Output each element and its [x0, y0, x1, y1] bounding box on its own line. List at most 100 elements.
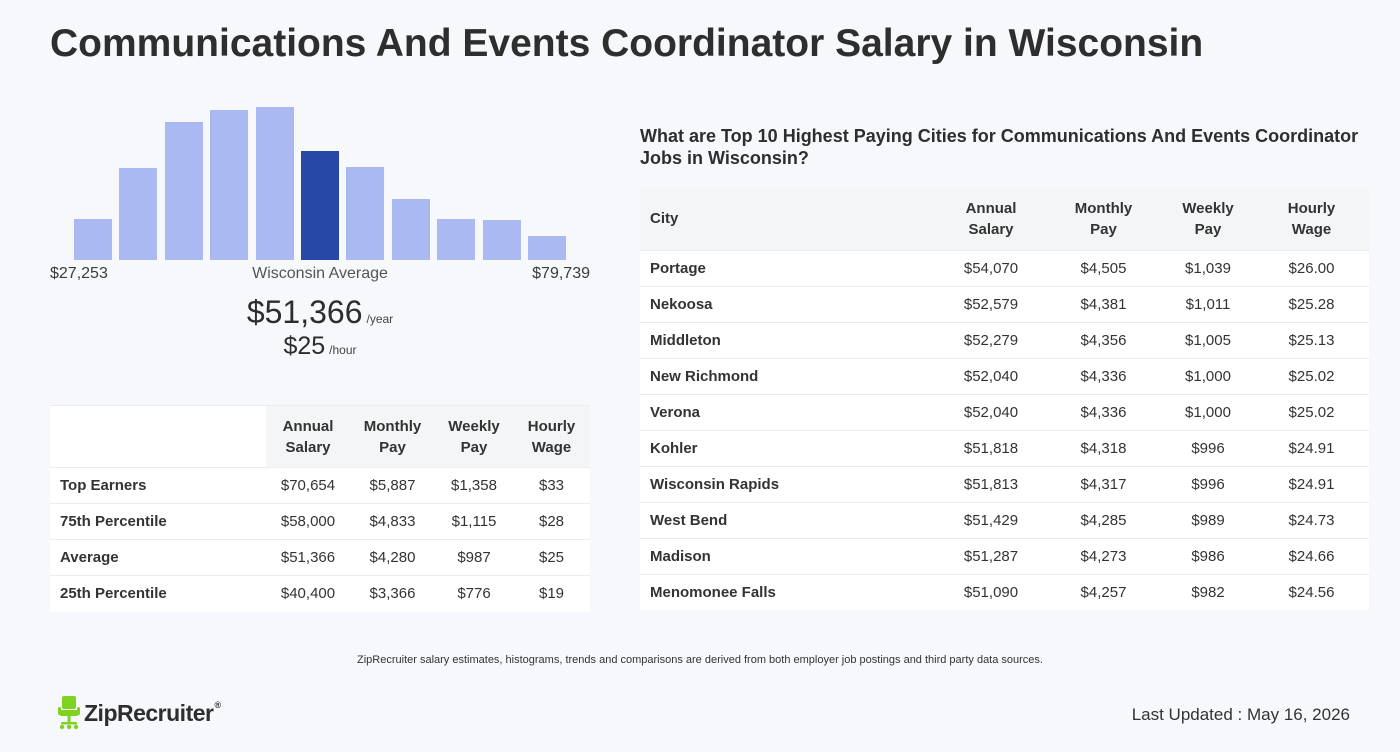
annual-cell: $51,366 [266, 539, 350, 576]
table-row: New Richmond $52,040 $4,336 $1,000 $25.0… [640, 357, 1369, 394]
weekly-cell: $1,000 [1162, 393, 1254, 430]
row-label: 25th Percentile [50, 575, 266, 612]
city-name: Middleton [640, 321, 937, 358]
annual-cell: $51,090 [937, 573, 1045, 610]
hourly-cell: $24.91 [1254, 429, 1369, 466]
average-annual-value: $51,366 [246, 294, 363, 330]
average-hourly-value: $25 [283, 332, 326, 360]
table-row: Average $51,366 $4,280 $987 $25 [50, 539, 590, 576]
table-row: Madison $51,287 $4,273 $986 $24.66 [640, 537, 1369, 574]
monthly-cell: $4,285 [1045, 501, 1162, 538]
table-row: 25th Percentile $40,400 $3,366 $776 $19 [50, 575, 590, 612]
annual-cell: $51,818 [937, 429, 1045, 466]
cities-heading: What are Top 10 Highest Paying Cities fo… [640, 126, 1359, 168]
monthly-cell: $4,833 [350, 503, 435, 540]
annual-cell: $51,287 [937, 537, 1045, 574]
histogram-bar [164, 122, 203, 260]
city-name: Portage [640, 249, 937, 286]
city-name: Kohler [640, 429, 937, 466]
monthly-cell: $4,280 [350, 539, 435, 576]
city-name: Nekoosa [640, 285, 937, 322]
row-label: Average [50, 539, 266, 576]
average-hourly: $25/hour [50, 332, 590, 361]
histogram-bar [255, 107, 294, 260]
hourly-cell: $25.02 [1254, 393, 1369, 430]
weekly-cell: $996 [1162, 465, 1254, 502]
cities-header-weekly: Weekly Pay [1162, 188, 1254, 250]
table-row: Kohler $51,818 $4,318 $996 $24.91 [640, 429, 1369, 466]
city-name: West Bend [640, 501, 937, 538]
histogram-bar [210, 110, 249, 260]
percentile-table-header: Annual Salary Monthly Pay Weekly Pay Hourly… [50, 405, 590, 468]
percentile-header-monthly: Monthly Pay [350, 405, 435, 468]
monthly-cell: $4,336 [1045, 357, 1162, 394]
weekly-cell: $982 [1162, 573, 1254, 610]
histogram-bar [301, 151, 339, 260]
percentile-header-weekly: Weekly Pay [435, 405, 513, 468]
monthly-cell: $4,317 [1045, 465, 1162, 502]
salary-histogram [50, 100, 590, 260]
page-title: Communications And Events Coordinator Sa… [50, 22, 1204, 65]
weekly-cell: $776 [435, 575, 513, 612]
annual-cell: $58,000 [266, 503, 350, 540]
weekly-cell: $1,115 [435, 503, 513, 540]
histogram-bar [437, 219, 476, 260]
weekly-cell: $1,005 [1162, 321, 1254, 358]
average-annual: $51,366/year [50, 294, 590, 331]
hourly-cell: $19 [513, 575, 590, 612]
histogram-bar [119, 168, 158, 260]
hourly-cell: $26.00 [1254, 249, 1369, 286]
annual-cell: $51,429 [937, 501, 1045, 538]
average-annual-unit: /year [366, 312, 394, 326]
histogram-bar [391, 199, 430, 260]
histogram-min-label: $27,253 [50, 265, 108, 282]
hourly-cell: $24.91 [1254, 465, 1369, 502]
table-row: Top Earners $70,654 $5,887 $1,358 $33 [50, 467, 590, 504]
hourly-cell: $24.66 [1254, 537, 1369, 574]
histogram-range: $27,253 Wisconsin Average $79,739 [50, 265, 590, 287]
annual-cell: $52,579 [937, 285, 1045, 322]
histogram-bar [346, 167, 385, 260]
hourly-cell: $25.13 [1254, 321, 1369, 358]
histogram-max-label: $79,739 [532, 265, 590, 282]
monthly-cell: $5,887 [350, 467, 435, 504]
monthly-cell: $4,257 [1045, 573, 1162, 610]
hourly-cell: $25.28 [1254, 285, 1369, 322]
table-row: Verona $52,040 $4,336 $1,000 $25.02 [640, 393, 1369, 430]
cities-table-header: City Annual Salary Monthly Pay Weekly Pay H… [640, 188, 1369, 250]
data-source-footnote: ZipRecruiter salary estimates, histogram… [357, 654, 1043, 666]
cities-header-monthly: Monthly Pay [1045, 188, 1162, 250]
annual-cell: $40,400 [266, 575, 350, 612]
histogram-bar [482, 220, 521, 260]
monthly-cell: $4,505 [1045, 249, 1162, 286]
monthly-cell: $4,318 [1045, 429, 1162, 466]
city-name: New Richmond [640, 357, 937, 394]
monthly-cell: $4,273 [1045, 537, 1162, 574]
annual-cell: $70,654 [266, 467, 350, 504]
table-row: Nekoosa $52,579 $4,381 $1,011 $25.28 [640, 285, 1369, 322]
monthly-cell: $4,336 [1045, 393, 1162, 430]
weekly-cell: $1,358 [435, 467, 513, 504]
ziprecruiter-logo[interactable]: ZipRecruiter® [58, 695, 221, 731]
percentile-header-annual: Annual Salary [266, 405, 350, 468]
cities-header-city: City [640, 188, 937, 250]
logo-wordmark: ZipRecruiter® [84, 699, 221, 726]
weekly-cell: $989 [1162, 501, 1254, 538]
hourly-cell: $33 [513, 467, 590, 504]
percentile-header-hourly: Hourly Wage [513, 405, 590, 468]
annual-cell: $54,070 [937, 249, 1045, 286]
weekly-cell: $1,039 [1162, 249, 1254, 286]
table-row: Middleton $52,279 $4,356 $1,005 $25.13 [640, 321, 1369, 358]
annual-cell: $52,279 [937, 321, 1045, 358]
hourly-cell: $28 [513, 503, 590, 540]
city-name: Verona [640, 393, 937, 430]
top-cities-table: City Annual Salary Monthly Pay Weekly Pay H… [640, 188, 1369, 610]
hourly-cell: $24.73 [1254, 501, 1369, 538]
monthly-cell: $4,381 [1045, 285, 1162, 322]
monthly-cell: $4,356 [1045, 321, 1162, 358]
table-row: Menomonee Falls $51,090 $4,257 $982 $24.… [640, 573, 1369, 610]
average-hourly-unit: /hour [329, 343, 357, 357]
percentile-header-blank [50, 405, 266, 468]
city-name: Wisconsin Rapids [640, 465, 937, 502]
percentile-table: Annual Salary Monthly Pay Weekly Pay Hourly… [50, 405, 590, 612]
